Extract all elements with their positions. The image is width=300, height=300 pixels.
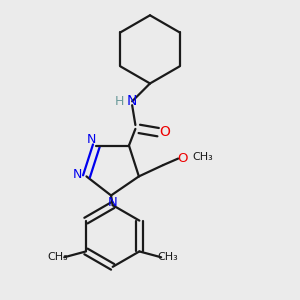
Text: O: O [177, 152, 187, 165]
Text: H: H [115, 95, 124, 108]
Text: N: N [127, 94, 137, 108]
Text: N: N [87, 133, 96, 146]
Text: CH₃: CH₃ [157, 252, 178, 262]
Text: CH₃: CH₃ [47, 252, 68, 262]
Text: O: O [159, 125, 170, 139]
Text: CH₃: CH₃ [193, 152, 214, 162]
Text: N: N [73, 168, 82, 181]
Text: N: N [108, 196, 118, 209]
